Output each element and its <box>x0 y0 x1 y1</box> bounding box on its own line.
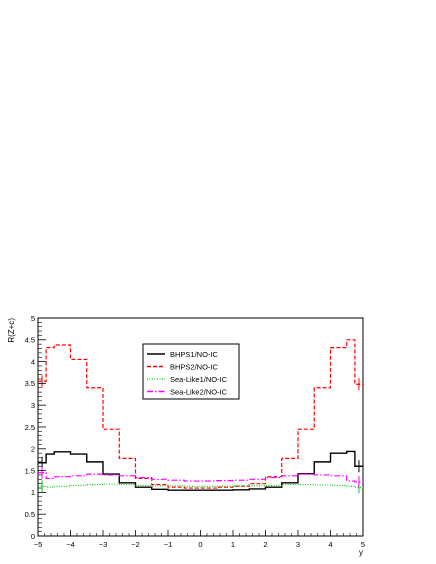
series-line-1 <box>38 450 363 491</box>
series-line-4 <box>38 472 363 483</box>
y-tick-label: 4 <box>31 357 35 366</box>
x-tick-label: 3 <box>296 540 300 549</box>
legend-label: Sea-Like2/NO-IC <box>170 387 228 396</box>
series-line-2 <box>38 339 363 489</box>
tick-layer: −5 −4 −3 −2 −1 0 1 2 3 4 5 0 0.5 1 1.5 2 2.5 3 3.5 4 4.5 5 <box>25 314 366 549</box>
legend-label: BHPS2/NO-IC <box>170 362 219 371</box>
y-tick-label: 1.5 <box>25 466 35 475</box>
x-tick-label: 4 <box>328 540 332 549</box>
y-tick-label: 2.5 <box>25 423 35 432</box>
x-tick-label: −5 <box>34 540 43 549</box>
x-tick-label: −2 <box>131 540 140 549</box>
x-tick-label: 2 <box>263 540 267 549</box>
legend: BHPS1/NO-IC BHPS2/NO-IC Sea-Like1/NO-IC Sea… <box>142 343 240 400</box>
y-tick-label: 5 <box>31 314 35 323</box>
series-layer <box>38 339 363 494</box>
series-line-3 <box>38 483 363 488</box>
y-tick-label: 0.5 <box>25 510 35 519</box>
x-tick-label: 1 <box>231 540 235 549</box>
y-axis-label: R(Z+c) <box>7 318 16 343</box>
y-tick-label: 1 <box>31 488 35 497</box>
legend-box <box>142 343 240 400</box>
x-tick-label: −4 <box>66 540 75 549</box>
legend-label: BHPS1/NO-IC <box>170 350 219 359</box>
x-tick-label: −1 <box>164 540 173 549</box>
x-axis-label: y <box>359 548 363 557</box>
x-tick-label: 5 <box>361 540 365 549</box>
y-tick-label: 0 <box>31 532 35 541</box>
y-tick-label: 4.5 <box>25 336 35 345</box>
x-tick-label: −3 <box>99 540 108 549</box>
y-tick-label: 3 <box>31 401 35 410</box>
x-tick-label: 0 <box>198 540 202 549</box>
y-tick-label: 2 <box>31 445 35 454</box>
y-tick-label: 3.5 <box>25 379 35 388</box>
legend-label: Sea-Like1/NO-IC <box>170 375 228 384</box>
